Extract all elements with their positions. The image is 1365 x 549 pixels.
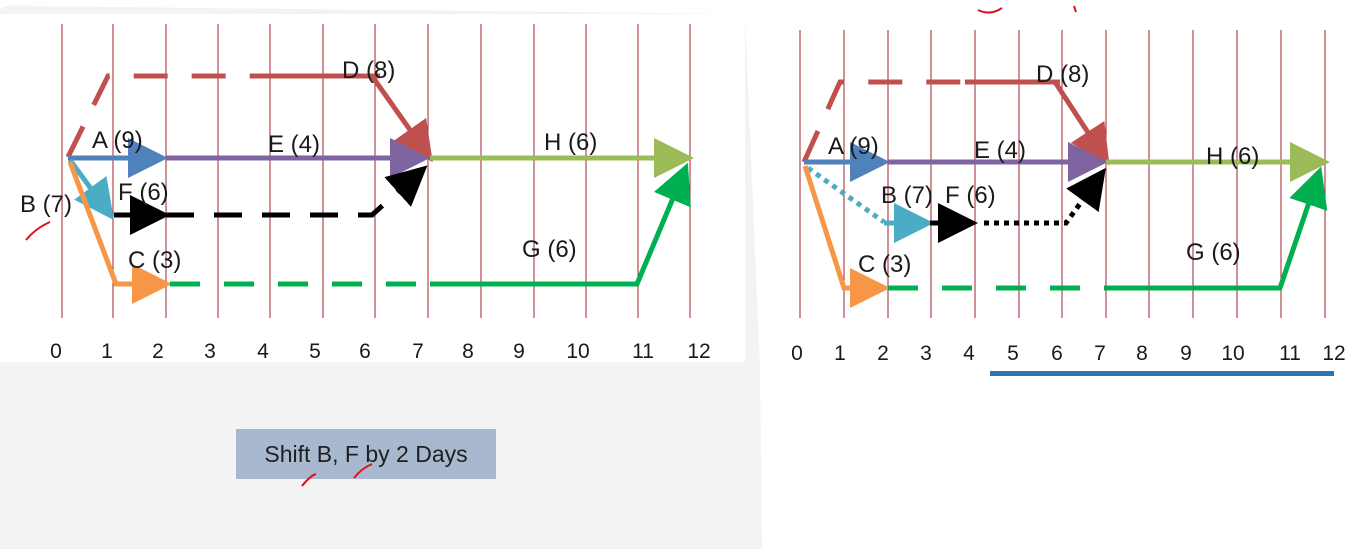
label-d: D (8) — [342, 57, 395, 84]
label-a-right: A (9) — [828, 133, 879, 160]
axis-tick-label: 10 — [566, 340, 589, 363]
axis-tick-label: 8 — [1136, 342, 1148, 365]
diagram-left-background — [0, 14, 745, 362]
axis-tick-label: 6 — [359, 340, 371, 363]
axis-tick-label: 12 — [1322, 342, 1345, 365]
label-b-right: B (7) — [881, 182, 933, 209]
label-b: B (7) — [20, 191, 72, 218]
axis-tick-label: 8 — [462, 340, 474, 363]
label-a: A (9) — [92, 127, 143, 154]
pen-tick-b — [25, 221, 51, 241]
diagram-right-background — [765, 14, 1365, 374]
axis-tick-label: 7 — [1094, 342, 1106, 365]
axis-tick-label: 5 — [1007, 342, 1019, 365]
axis-tick-label: 4 — [257, 340, 269, 363]
activity-d-dashed — [65, 73, 380, 159]
label-f: F (6) — [118, 179, 169, 206]
axis-tick-label: 3 — [204, 340, 216, 363]
pen-mark-top — [977, 5, 1077, 14]
label-h: H (6) — [544, 129, 597, 156]
axis-tick-label: 11 — [632, 340, 654, 363]
activity-c-arrow-right — [802, 165, 890, 308]
label-h-right: H (6) — [1206, 143, 1259, 170]
label-c-right: C (3) — [858, 251, 911, 278]
activity-f-dotted-right — [984, 167, 1106, 226]
label-e: E (4) — [268, 131, 320, 158]
label-g-right: G (6) — [1186, 239, 1241, 266]
axis-tick-label: 11 — [1279, 342, 1301, 365]
caption-box: Shift B, F by 2 Days — [236, 429, 496, 479]
label-c: C (3) — [128, 247, 181, 274]
axis-tick-label: 3 — [920, 342, 932, 365]
axis-tick-label: 0 — [791, 342, 803, 365]
caption-text: Shift B, F by 2 Days — [264, 440, 468, 467]
activity-c-arrow — [67, 161, 172, 304]
activity-g-solid — [430, 162, 691, 287]
activity-f-dashed — [166, 165, 428, 218]
activity-g-solid-right — [1104, 166, 1328, 291]
diagram-right: D (8) A (9) E (4) H (6) B (7) F (6) C (3… — [801, 5, 1330, 308]
axis-tick-label: 6 — [1051, 342, 1063, 365]
axis-tick-label: 4 — [963, 342, 975, 365]
diagram-left: D (8) A (9) E (4) H (6) F (6) B (7) C (3… — [20, 57, 694, 304]
label-f-right: F (6) — [945, 182, 996, 209]
axis-tick-label: 2 — [877, 342, 889, 365]
axis-ticks-right: 0 1 2 3 4 5 6 7 8 9 10 11 12 — [791, 342, 1346, 365]
activity-d-solid-right — [965, 79, 1110, 166]
underline-bar — [990, 371, 1334, 376]
axis-tick-label: 2 — [152, 340, 164, 363]
activity-b-arrow — [67, 158, 114, 221]
axis-tick-label: 7 — [412, 340, 424, 363]
label-d-right: D (8) — [1036, 61, 1089, 88]
axis-tick-label: 0 — [50, 340, 62, 363]
axis-tick-label: 5 — [309, 340, 321, 363]
label-e-right: E (4) — [974, 137, 1026, 164]
axis-tick-label: 12 — [687, 340, 710, 363]
axis-tick-label: 10 — [1221, 342, 1244, 365]
axis-tick-label: 1 — [834, 342, 846, 365]
axis-tick-label: 9 — [513, 340, 525, 363]
axis-tick-label: 1 — [101, 340, 113, 363]
label-g: G (6) — [522, 236, 577, 263]
activity-d-solid — [270, 73, 433, 163]
axis-ticks-left: 0 1 2 3 4 5 6 7 8 9 10 11 12 — [50, 340, 711, 363]
axis-tick-label: 9 — [1180, 342, 1192, 365]
